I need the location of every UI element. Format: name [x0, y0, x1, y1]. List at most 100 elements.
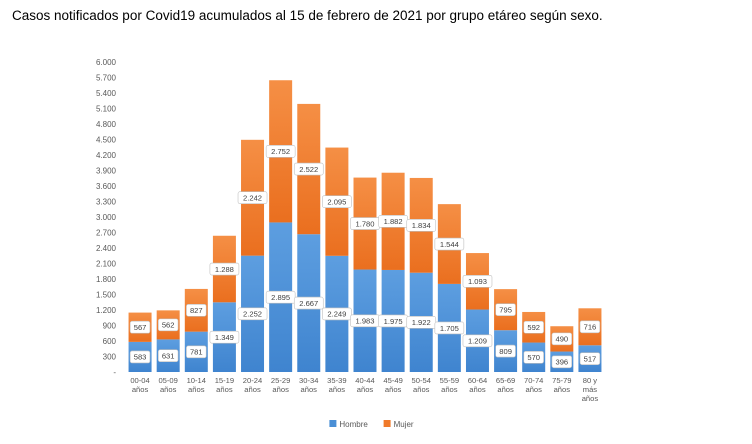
- data-label-box: [579, 352, 601, 365]
- data-label-box: [293, 296, 324, 310]
- data-label-box: [523, 320, 544, 334]
- y-tick-label: 5.400: [96, 89, 117, 98]
- data-label: 1.544: [440, 240, 459, 249]
- y-tick-label: 2.400: [96, 244, 117, 253]
- y-tick-label: 4.500: [96, 136, 117, 145]
- data-label-box: [462, 334, 493, 348]
- data-label-box: [495, 303, 516, 316]
- x-tick-label: años: [301, 385, 318, 394]
- data-label: 1.209: [468, 337, 487, 346]
- data-label-box: [434, 237, 465, 251]
- data-label-box: [209, 262, 240, 276]
- page-title: Casos notificados por Covid19 acumulados…: [12, 8, 603, 23]
- data-label: 2.522: [299, 165, 318, 174]
- x-tick-label: años: [469, 385, 486, 394]
- data-label-box: [157, 318, 179, 332]
- y-tick-label: 5.700: [96, 74, 117, 83]
- data-label-box: [579, 320, 601, 334]
- x-tick-label: años: [554, 385, 571, 394]
- data-label-box: [462, 274, 493, 288]
- data-label-box: [551, 332, 573, 346]
- y-tick-label: 1.500: [96, 291, 117, 300]
- x-tick-label: años: [525, 385, 542, 394]
- x-tick-label: 70-74: [524, 376, 543, 385]
- y-tick-label: 3.300: [96, 198, 117, 207]
- x-tick-label: años: [160, 385, 177, 394]
- data-label: 1.975: [384, 317, 403, 326]
- y-tick-label: 6.000: [96, 58, 117, 67]
- data-label: 583: [134, 353, 147, 362]
- data-label: 2.242: [243, 194, 262, 203]
- data-label: 517: [584, 354, 597, 363]
- y-tick-label: 2.700: [96, 229, 117, 238]
- x-tick-label: 05-09: [158, 376, 177, 385]
- legend-swatch-hombre: [329, 420, 337, 427]
- data-label-box: [157, 349, 179, 362]
- data-label: 781: [190, 348, 203, 357]
- data-label: 562: [162, 321, 175, 330]
- x-tick-label: más: [583, 385, 598, 394]
- data-label: 1.882: [384, 217, 403, 226]
- data-label: 2.895: [271, 293, 290, 302]
- data-label: 567: [134, 323, 147, 332]
- data-label-box: [434, 321, 465, 335]
- x-tick-label: 55-59: [440, 376, 459, 385]
- y-tick-label: 4.800: [96, 120, 117, 129]
- legend-label-hombre: Hombre: [339, 420, 368, 429]
- x-tick-label: 60-64: [468, 376, 487, 385]
- y-tick-label: 3.600: [96, 182, 117, 191]
- x-tick-label: 30-34: [299, 376, 318, 385]
- data-label: 1.780: [355, 219, 374, 228]
- x-tick-label: 15-19: [215, 376, 234, 385]
- legend-label-mujer: Mujer: [394, 420, 414, 429]
- x-tick-label: 50-54: [412, 376, 431, 385]
- x-tick-label: 35-39: [327, 376, 346, 385]
- data-label: 1.349: [215, 333, 234, 342]
- x-tick-label: 45-49: [383, 376, 402, 385]
- y-tick-label: 3.900: [96, 167, 117, 176]
- legend-swatch-mujer: [383, 420, 391, 427]
- data-label-box: [265, 145, 296, 158]
- data-label-box: [186, 303, 207, 317]
- y-tick-label: 5.100: [96, 105, 117, 114]
- x-tick-label: 40-44: [355, 376, 374, 385]
- data-label-box: [129, 350, 151, 364]
- y-tick-label: 1.800: [96, 275, 117, 284]
- data-label: 570: [527, 353, 540, 362]
- data-label: 631: [162, 351, 175, 360]
- data-label-box: [186, 345, 207, 359]
- y-tick-label: 4.200: [96, 151, 117, 160]
- data-label: 1.922: [412, 318, 431, 327]
- x-tick-label: años: [272, 385, 289, 394]
- x-tick-label: 25-29: [271, 376, 290, 385]
- data-label: 716: [584, 323, 597, 332]
- data-label: 809: [499, 347, 512, 356]
- x-tick-label: años: [188, 385, 205, 394]
- data-label: 592: [527, 323, 540, 332]
- x-tick-label: 80 y: [583, 376, 598, 385]
- data-label: 1.093: [468, 277, 487, 286]
- data-label-box: [237, 191, 268, 205]
- x-tick-label: años: [385, 385, 402, 394]
- x-tick-label: años: [329, 385, 346, 394]
- x-tick-label: años: [441, 385, 458, 394]
- x-tick-label: años: [132, 385, 149, 394]
- y-tick-label: -: [113, 368, 116, 377]
- data-label: 1.705: [440, 324, 459, 333]
- y-tick-label: 900: [103, 322, 117, 331]
- data-label-box: [322, 195, 352, 208]
- data-label-box: [406, 219, 437, 232]
- y-tick-label: 3.000: [96, 213, 117, 222]
- x-tick-label: 00-04: [130, 376, 149, 385]
- data-label: 2.249: [327, 310, 346, 319]
- data-label: 1.288: [215, 265, 234, 274]
- x-tick-label: 65-69: [496, 376, 515, 385]
- data-label: 2.752: [271, 147, 290, 156]
- data-label-box: [551, 355, 573, 369]
- data-label: 795: [499, 305, 512, 314]
- data-label: 2.667: [299, 299, 318, 308]
- data-label-box: [523, 350, 544, 364]
- x-tick-label: años: [357, 385, 374, 394]
- x-tick-label: años: [413, 385, 430, 394]
- chart-card: - 300 600 900 1.200 1.500 1.800 2.100 2.400 2.700…: [84, 46, 630, 438]
